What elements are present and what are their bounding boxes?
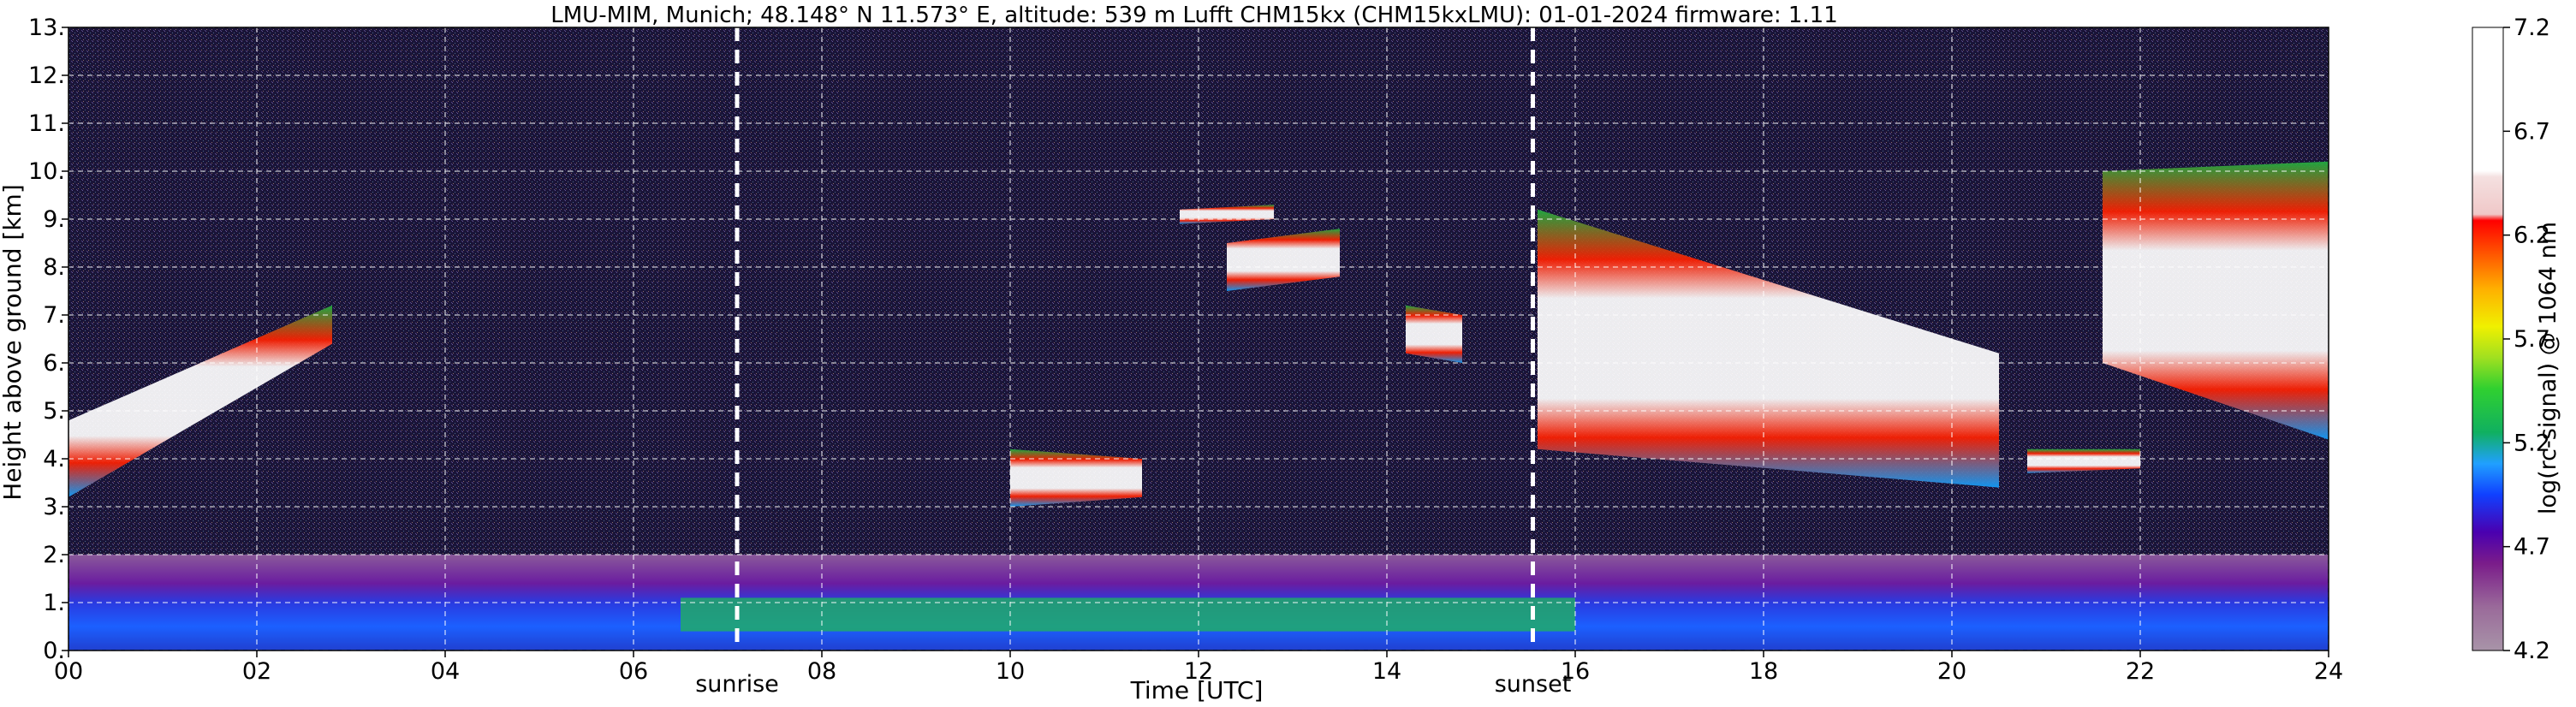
x-tick-label: 22 <box>2126 658 2155 685</box>
colorbar-tick-label: 4.7 <box>2514 534 2550 561</box>
colorbar-tick-label: 4.2 <box>2514 638 2550 664</box>
y-tick-label: 4. <box>43 446 65 472</box>
colorbar-tick-label: 7.2 <box>2514 15 2550 41</box>
sunset-label: sunset <box>1495 671 1572 698</box>
cloud-layer-4 <box>1406 305 1462 363</box>
chart-title: LMU-MIM, Munich; 48.148° N 11.573° E, al… <box>550 3 1837 28</box>
y-tick-label: 5. <box>43 398 65 425</box>
colorbar-label: log(rc-signal) @ 1064 nm <box>2535 222 2561 514</box>
x-tick-label: 14 <box>1372 658 1401 685</box>
x-tick-label: 24 <box>2314 658 2343 685</box>
x-tick-label: 00 <box>54 658 83 685</box>
colorbar-tick-label: 5.2 <box>2514 430 2550 456</box>
sunrise-label: sunrise <box>695 671 779 698</box>
x-tick-label: 02 <box>242 658 271 685</box>
x-tick-label: 04 <box>431 658 460 685</box>
plot-area <box>68 27 2329 651</box>
colorbar-tick-label: 6.7 <box>2514 118 2550 145</box>
cloud-layer-3 <box>1227 229 1340 291</box>
cloud-layer-7 <box>2103 161 2329 440</box>
y-tick-label: 11. <box>28 110 65 137</box>
y-tick-label: 1. <box>43 590 65 616</box>
y-axis-label: Height above ground [km] <box>0 184 27 501</box>
x-tick-label: 18 <box>1749 658 1778 685</box>
colorbar: 4.2 4.7 5.2 5.7 6.2 6.7 7.2 log(rc-signal) @ 1… <box>2472 15 2561 664</box>
x-tick-label: 12 <box>1184 658 1213 685</box>
colorbar-gradient <box>2472 27 2504 651</box>
x-tick-label: 08 <box>807 658 836 685</box>
y-tick-label: 0. <box>43 638 65 664</box>
x-tick-label: 06 <box>619 658 648 685</box>
x-tick-label: 20 <box>1937 658 1966 685</box>
x-tick-label: 16 <box>1561 658 1590 685</box>
colorbar-tick-label: 6.2 <box>2514 223 2550 249</box>
y-tick-label: 6. <box>43 350 65 377</box>
x-axis-label: Time [UTC] <box>1130 676 1264 704</box>
cloud-layer-5 <box>1538 209 1999 488</box>
x-axis: 00 02 04 06 08 10 12 14 16 18 20 22 24 sunrise sunset <box>54 651 2343 698</box>
y-tick-label: 2. <box>43 542 65 568</box>
boundary-layer-core <box>681 597 1575 632</box>
colorbar-tick-label: 5.7 <box>2514 326 2550 353</box>
cloud-layer-1 <box>1010 449 1142 507</box>
cloud-layer-6 <box>2027 449 2140 473</box>
y-tick-label: 9. <box>43 206 65 233</box>
y-axis: 0. 1. 2. 3. 4. 5. 6. 7. 8. 9. 10. 11. 12. 13. <box>28 15 68 664</box>
x-tick-label: 10 <box>996 658 1025 685</box>
y-tick-label: 3. <box>43 494 65 520</box>
y-tick-label: 13. <box>28 15 65 41</box>
y-tick-label: 12. <box>28 62 65 89</box>
y-tick-label: 8. <box>43 254 65 281</box>
y-tick-label: 7. <box>43 302 65 329</box>
cloud-layer-0 <box>68 305 332 497</box>
y-tick-label: 10. <box>28 158 65 185</box>
